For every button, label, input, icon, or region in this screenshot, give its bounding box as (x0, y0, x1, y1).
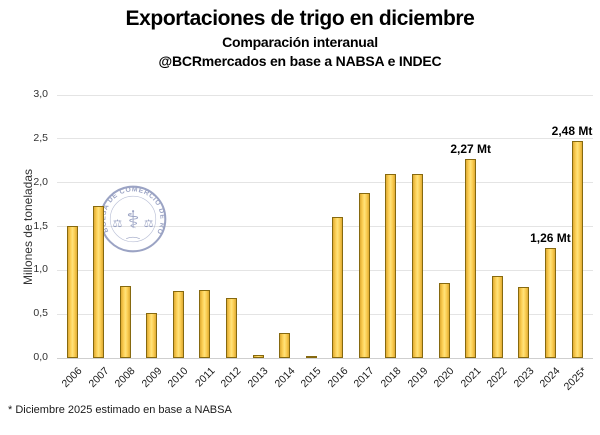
x-tick-label-2024: 2024 (537, 365, 563, 391)
y-tick-label: 1,5 (33, 219, 48, 232)
scales-right-icon: ⚖ (144, 218, 154, 230)
x-tick-label-2010: 2010 (165, 365, 191, 391)
x-tick-label-2013: 2013 (245, 365, 271, 391)
seal-flourish (126, 236, 140, 240)
x-tick-label-2016: 2016 (325, 365, 351, 391)
bar-2020 (438, 283, 450, 358)
gridline-1,5 (57, 226, 593, 227)
x-tick-label-2015: 2015 (298, 365, 324, 391)
y-tick-label: 1,0 (33, 263, 48, 276)
chart-source-byline: @BCRmercados en base a NABSA e INDEC (158, 53, 442, 69)
x-tick-label-2012: 2012 (218, 365, 244, 391)
bar-2009 (146, 313, 158, 358)
y-tick-label: 0,0 (33, 351, 48, 363)
bar-2024 (544, 247, 556, 358)
y-tick-label: 2,5 (33, 131, 48, 144)
y-tick-label: 3,0 (33, 88, 48, 100)
scales-left-icon: ⚖ (112, 218, 122, 230)
bar-2010 (172, 291, 184, 358)
x-tick-label-2021: 2021 (458, 365, 484, 391)
gridline-2,5 (57, 138, 593, 140)
bar-2025* (571, 140, 583, 358)
bar-2015 (305, 356, 317, 359)
x-tick-label-2014: 2014 (272, 365, 298, 391)
x-tick-label-2018: 2018 (378, 365, 404, 391)
chart-subtitle: Comparación interanual (222, 34, 378, 50)
value-label-2025*: 2,48 Mt (551, 123, 593, 138)
x-tick-label-2019: 2019 (405, 365, 431, 391)
x-tick-label-2006: 2006 (59, 365, 85, 391)
value-label-2024: 1,26 Mt (530, 230, 571, 245)
bar-2019 (412, 173, 424, 358)
gridline-1,0 (57, 269, 593, 271)
value-label-2021: 2,27 Mt (450, 141, 492, 156)
bar-2006 (66, 225, 78, 358)
y-tick-label: 0,5 (33, 307, 48, 320)
bar-2008 (119, 286, 131, 358)
x-tick-label-2009: 2009 (139, 365, 165, 391)
gridline-0,5 (57, 313, 593, 315)
x-tick-label-2023: 2023 (511, 365, 537, 391)
x-tick-label-2007: 2007 (86, 365, 112, 391)
bcr-seal-watermark-icon: BOLSA DE COMERCIO DE ROSARIO ⚕ ⚖ ⚖ (99, 185, 167, 253)
chart-footnote: * Diciembre 2025 estimado en base a NABS… (8, 404, 232, 416)
gridline-3,0 (57, 94, 593, 96)
bar-2014 (279, 332, 291, 358)
bar-2018 (385, 173, 397, 358)
x-tick-label-2017: 2017 (351, 365, 377, 391)
bar-2012 (225, 298, 237, 358)
gridline-0,0 (57, 357, 593, 359)
bar-2007 (93, 206, 105, 358)
gridline-2,0 (57, 182, 593, 184)
bar-2021 (465, 158, 477, 358)
chart-title: Exportaciones de trigo en diciembre (125, 7, 475, 30)
bar-2023 (518, 286, 530, 358)
bar-2016 (332, 216, 344, 358)
x-tick-label-2025*: 2025* (561, 365, 590, 393)
x-tick-label-2011: 2011 (192, 365, 218, 390)
bar-2013 (252, 355, 264, 358)
bar-2017 (358, 193, 370, 358)
x-tick-label-2022: 2022 (484, 365, 510, 391)
bar-2011 (199, 289, 211, 358)
bar-2022 (491, 276, 503, 358)
caduceus-icon: ⚕ (126, 207, 139, 234)
x-tick-label-2020: 2020 (431, 365, 457, 391)
x-tick-label-2008: 2008 (112, 365, 138, 391)
y-tick-label: 2,0 (33, 175, 48, 188)
